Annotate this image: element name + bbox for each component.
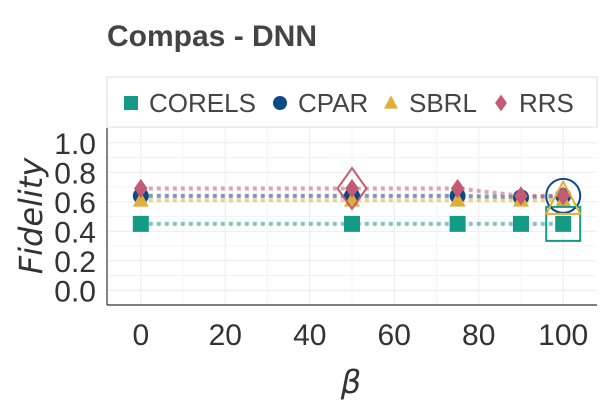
point-corels — [132, 215, 149, 232]
legend-label-cpar: CPAR — [298, 88, 368, 118]
point-corels — [344, 215, 360, 232]
series-line-rrs — [140, 186, 564, 198]
highlight-point-sbrl — [544, 179, 582, 215]
point-rrs — [133, 178, 148, 199]
x-tick-label: 40 — [293, 319, 326, 352]
legend: CORELS CPAR SBRL RRS — [106, 76, 598, 128]
x-tick-label: 60 — [378, 319, 411, 352]
x-tick-label: 100 — [538, 319, 588, 352]
axes — [106, 128, 597, 306]
point-rrs — [345, 178, 359, 199]
legend-marker-rrs — [495, 94, 507, 112]
point-corels — [512, 215, 529, 232]
x-tick-labels: 0 20 40 60 80 100 — [132, 319, 588, 352]
highlight-point-corels — [545, 205, 582, 242]
y-tick-label: 0.0 — [54, 275, 96, 308]
legend-marker-cpar — [273, 96, 287, 110]
y-axis-label: Fidelity — [12, 157, 50, 275]
legend-box — [106, 76, 598, 128]
y-tick-label: 0.6 — [54, 187, 96, 220]
point-rrs — [514, 186, 528, 206]
point-rrs — [556, 186, 571, 206]
legend-marker-corels — [124, 96, 138, 110]
x-tick-label: 0 — [132, 319, 149, 352]
y-tick-label: 0.2 — [54, 246, 96, 279]
point-corels — [449, 215, 466, 232]
y-tick-label: 1.0 — [54, 128, 96, 161]
point-rrs — [450, 178, 465, 199]
x-tick-label: 20 — [209, 319, 242, 352]
highlight-point-cpar — [545, 177, 582, 214]
y-tick-label: 0.8 — [54, 157, 96, 190]
legend-marker-sbrl — [384, 95, 398, 109]
point-sbrl — [132, 191, 149, 207]
x-axis-label: β — [340, 363, 361, 400]
series-lines — [140, 186, 564, 226]
legend-label-sbrl: SBRL — [409, 88, 477, 118]
chart-title: Compas - DNN — [107, 20, 317, 53]
y-tick-labels: 0.00.20.40.60.81.0 — [54, 128, 96, 309]
point-corels — [555, 215, 572, 232]
highlight-point-rrs — [336, 166, 368, 211]
grid — [107, 128, 597, 305]
x-tick-label: 80 — [462, 319, 495, 352]
legend-label-rrs: RRS — [519, 88, 574, 118]
legend-label-corels: CORELS — [149, 88, 256, 118]
point-sbrl — [449, 191, 466, 207]
y-tick-label: 0.4 — [54, 216, 96, 249]
series-markers — [132, 178, 572, 232]
highlight-markers — [336, 166, 582, 242]
